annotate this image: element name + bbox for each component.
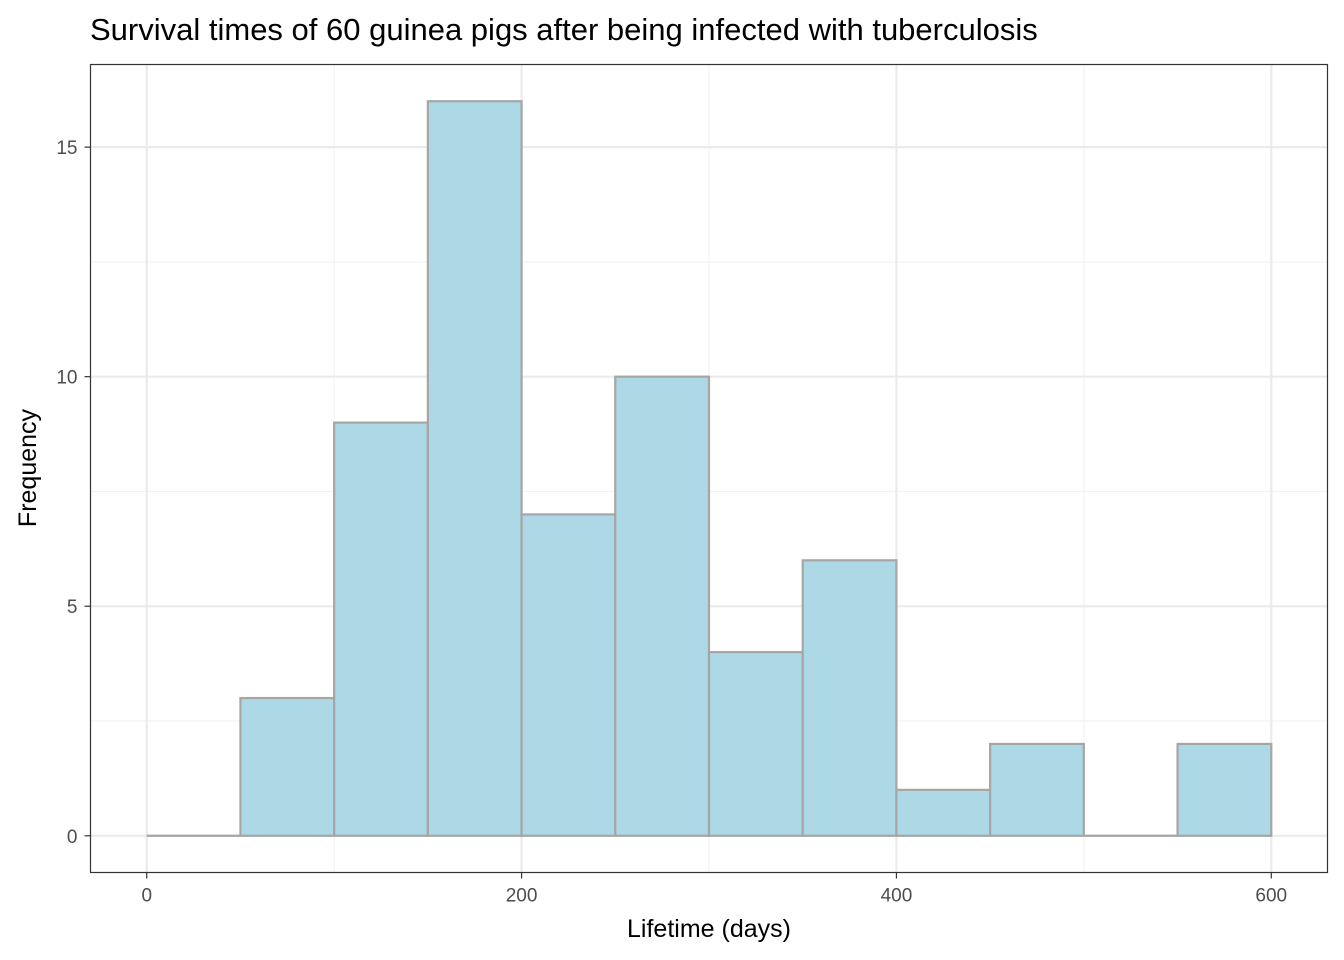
histogram-bar [239,696,336,837]
histogram-bar [989,742,1085,837]
histogram-bars [146,100,1273,837]
y-tick-label: 5 [67,597,78,618]
histogram-bar [895,788,992,837]
histogram-bar [614,375,711,837]
histogram-bar [707,651,804,837]
histogram-bar [520,513,617,837]
y-tick-label: 15 [56,138,77,159]
histogram-bar [801,559,898,837]
x-tick-label: 200 [506,886,538,907]
x-tick-label: 600 [1255,886,1287,907]
x-axis: 0 200 400 600 [141,872,1287,907]
panel-border [89,63,1329,874]
x-tick-label: 400 [881,886,913,907]
y-axis: 0 5 10 15 [56,138,91,848]
histogram-bar [426,100,523,837]
histogram-bar [333,421,429,837]
plot-area [89,63,1329,874]
chart-title: Survival times of 60 guinea pigs after b… [90,12,1038,47]
y-axis-title: Frequency [14,408,42,527]
x-tick-label: 0 [141,886,152,907]
y-tick-label: 10 [56,368,77,389]
y-tick-label: 0 [67,827,78,848]
histogram-bar [1176,742,1273,837]
x-axis-title: Lifetime (days) [627,915,791,943]
